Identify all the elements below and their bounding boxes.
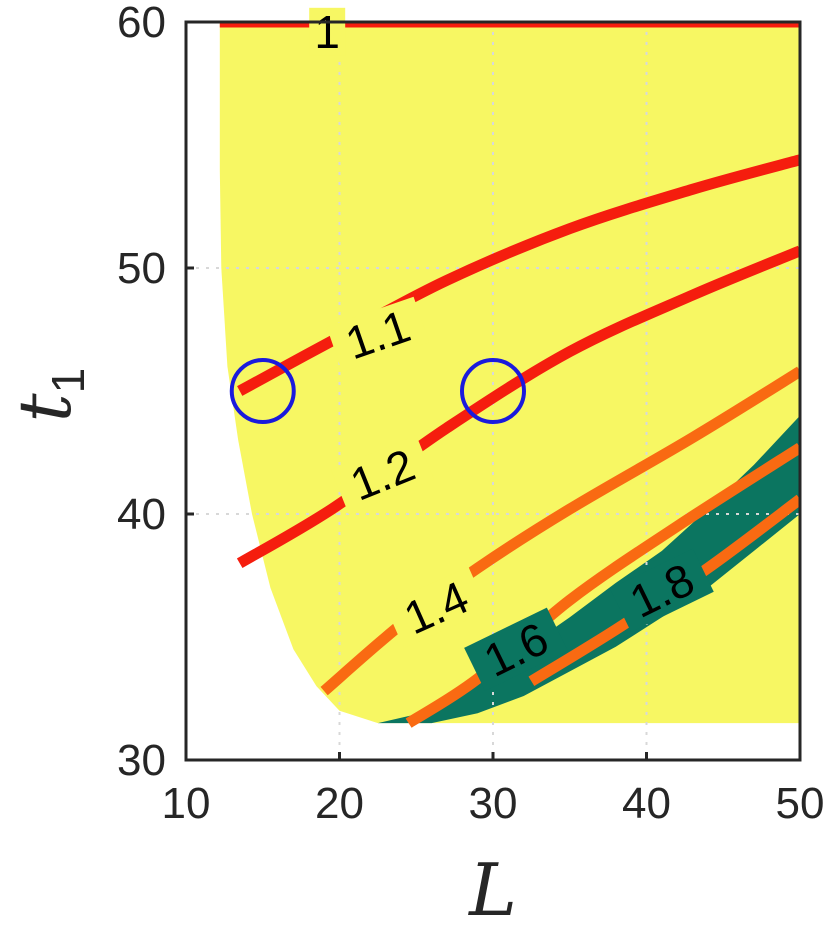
contour-line-1.4	[320, 366, 800, 696]
contour-label-gap	[330, 435, 435, 515]
x-tick-label: 50	[776, 779, 825, 828]
x-tick-label: 20	[315, 779, 364, 828]
y-tick-label: 60	[117, 0, 166, 47]
y-tick-label: 30	[117, 736, 166, 785]
y-axis-label: t1	[3, 368, 94, 423]
contour-label-group-1: 1	[309, 6, 346, 58]
marker-circle-2	[460, 358, 526, 424]
x-tick-label: 10	[162, 779, 211, 828]
y-tick-label: 40	[117, 490, 166, 539]
marker-circle-1	[229, 358, 296, 424]
x-tick-label: 40	[622, 779, 671, 828]
x-axis-label: L	[467, 848, 517, 927]
contour-line-1.2	[236, 245, 800, 568]
contour-line-1.6	[405, 442, 800, 728]
markers	[229, 358, 526, 424]
y-axis-label-main: t	[3, 392, 87, 422]
x-tick-label: 30	[469, 779, 518, 828]
filled-regions	[219, 22, 800, 724]
region-feasible	[219, 22, 800, 724]
contour-label-gap	[309, 7, 346, 56]
contour-label-gap	[464, 607, 568, 692]
contour-lines	[219, 22, 800, 728]
contour-label-gap	[610, 548, 714, 633]
contour-label-gap	[384, 566, 488, 649]
contour-label-1: 1	[314, 6, 340, 58]
contour-label-gap	[326, 296, 430, 373]
y-tick-label: 50	[117, 244, 166, 293]
y-axis-label-subscript: 1	[42, 368, 94, 394]
axis-ticks: 10 20 30 40 50 30 40 50 60	[117, 0, 824, 828]
